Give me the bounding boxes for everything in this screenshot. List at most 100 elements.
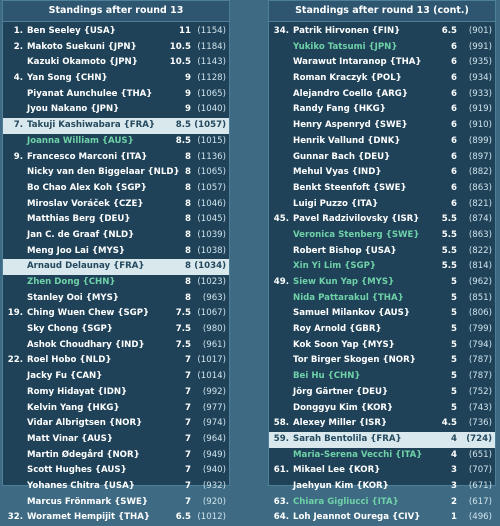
standings-row: Marcus Frönmark {SWE} 7 (920)	[3, 495, 229, 511]
rating-value: (1012)	[197, 512, 226, 523]
score-value: 5	[451, 371, 457, 382]
score-value: 10.5	[169, 41, 191, 52]
score-value: 7.5	[175, 324, 191, 335]
rating-value: (1046)	[197, 198, 226, 209]
rating-value: (1184)	[197, 41, 226, 52]
player-name: Joanna William {AUS}	[27, 135, 134, 146]
player-name: Mikael Lee {KOR}	[293, 465, 381, 476]
score-value: 11	[179, 26, 191, 36]
rank-label: 9.	[13, 151, 23, 162]
standings-row: Ashok Choudhary {IND} 7.5 (961)	[3, 338, 229, 354]
standings-row: Veronica Stenberg {SWE} 5.5 (863)	[269, 228, 495, 244]
rating-value: (1057)	[194, 120, 226, 131]
score-value: 3	[451, 480, 457, 491]
player-name: Jyou Nakano {JPN}	[27, 104, 120, 115]
rating-value: (1039)	[197, 229, 226, 240]
standings-list: 1. Ben Seeley {USA} 11 (1154) 2. Makoto Sueku…	[3, 22, 229, 526]
rating-value: (1136)	[197, 151, 226, 162]
rating-value: (1128)	[197, 73, 226, 84]
rating-value: (617)	[468, 496, 492, 507]
standings-row: Nida Pattarakul {THA} 5 (851)	[269, 291, 495, 307]
rank-label: 2.	[13, 41, 23, 52]
rating-value: (1067)	[197, 308, 226, 319]
standings-row: Henrik Vallund {DNK} 6 (899)	[269, 134, 495, 150]
player-name: Donggyu Kim {KOR}	[293, 402, 394, 413]
standings-row: Miroslav Voráček {CZE} 8 (1046)	[3, 197, 229, 213]
player-name: Nicky van den Biggelaar {NLD}	[27, 167, 180, 178]
standings-row: 4. Yan Song {CHN} 9 (1128)	[3, 71, 229, 87]
rating-value: (787)	[468, 355, 492, 366]
standings-row: Roy Arnold {GBR} 5 (799)	[269, 322, 495, 338]
standings-row: Kok Soon Yap {MYS} 5 (794)	[269, 338, 495, 354]
player-name: Robert Bishop {USA}	[293, 245, 397, 256]
rating-value: (933)	[468, 88, 492, 99]
standings-row: Samuel Milankov {AUS} 5 (806)	[269, 306, 495, 322]
player-name: Randy Fang {HKG}	[293, 104, 386, 115]
score-value: 7.5	[175, 339, 191, 350]
standings-row: Zhen Dong {CHN} 8 (1023)	[3, 275, 229, 291]
rating-value: (910)	[468, 120, 492, 131]
player-name: Jan C. de Graaf {NLD}	[27, 229, 135, 240]
rating-value: (806)	[468, 308, 492, 319]
standings-row: 9. Francesco Marconi {ITA} 8 (1136)	[3, 150, 229, 166]
player-name: Arnaud Delaunay {FRA}	[27, 261, 145, 272]
panel-title: Standings after round 13	[3, 1, 229, 22]
score-value: 6	[451, 135, 457, 146]
player-name: Makoto Suekuni {JPN}	[27, 41, 137, 52]
rank-label: 34.	[273, 26, 289, 36]
standings-row: Arnaud Delaunay {FRA} 8 (1034)	[3, 259, 229, 275]
score-value: 7	[185, 402, 191, 413]
standings-row: 19. Ching Wuen Chew {SGP} 7.5 (1067)	[3, 306, 229, 322]
standings-row: Kazuki Okamoto {JPN} 10.5 (1143)	[3, 55, 229, 71]
standings-row: Roman Kraczyk {POL} 6 (934)	[269, 71, 495, 87]
score-value: 5	[451, 277, 457, 287]
rating-value: (651)	[468, 449, 492, 460]
standings-row: 32. Woramet Hempijit {THA} 6.5 (1012)	[3, 510, 229, 526]
player-name: Pavel Radzivilovsky {ISR}	[293, 214, 420, 225]
player-name: Maria-Serena Vecchi {ITA}	[293, 449, 423, 460]
standings-row: Martin Ødegård {NOR} 7 (949)	[3, 448, 229, 464]
score-value: 2	[451, 496, 457, 507]
player-name: Tor Birger Skogen {NOR}	[293, 355, 416, 366]
score-value: 6	[451, 104, 457, 115]
standings-row: 63. Chiara Gigliucci {ITA} 2 (617)	[269, 495, 495, 511]
player-name: Sky Chong {SGP}	[27, 324, 113, 335]
rating-value: (949)	[202, 449, 226, 460]
player-name: Samuel Milankov {AUS}	[293, 308, 410, 319]
rating-value: (991)	[468, 41, 492, 52]
score-value: 7	[185, 496, 191, 507]
rating-value: (1057)	[197, 182, 226, 193]
rating-value: (1065)	[197, 88, 226, 99]
rating-value: (964)	[202, 433, 226, 444]
rating-value: (752)	[468, 386, 492, 397]
score-value: 7	[185, 418, 191, 429]
rating-value: (799)	[468, 324, 492, 335]
rank-label: 4.	[13, 73, 23, 84]
score-value: 7	[185, 465, 191, 476]
player-name: Siew Kun Yap {MYS}	[293, 277, 395, 287]
score-value: 7	[185, 386, 191, 397]
score-value: 6	[451, 88, 457, 99]
rating-value: (863)	[468, 229, 492, 240]
score-value: 8	[185, 198, 191, 209]
score-value: 5.5	[441, 214, 457, 225]
rating-value: (882)	[468, 167, 492, 178]
rank-label: 63.	[273, 496, 289, 507]
rating-value: (496)	[468, 512, 492, 523]
rating-value: (821)	[468, 198, 492, 209]
standings-row: 58. Alexey Miller {ISR} 4.5 (736)	[269, 416, 495, 432]
player-name: Warawut Intaranop {THA}	[293, 57, 422, 68]
score-value: 5	[451, 308, 457, 319]
standings-row: Maria-Serena Vecchi {ITA} 4 (651)	[269, 448, 495, 464]
standings-row: Piyanat Aunchulee {THA} 9 (1065)	[3, 87, 229, 103]
standings-row: Meng Joo Lai {MYS} 8 (1038)	[3, 244, 229, 260]
player-name: Romy Hidayat {IDN}	[27, 386, 128, 397]
score-value: 6	[451, 198, 457, 209]
score-value: 7	[185, 355, 191, 366]
player-name: Miroslav Voráček {CZE}	[27, 198, 144, 209]
player-name: Nida Pattarakul {THA}	[293, 292, 404, 303]
rating-value: (863)	[468, 182, 492, 193]
standings-row: Randy Fang {HKG} 6 (919)	[269, 102, 495, 118]
rating-value: (736)	[468, 418, 492, 429]
player-name: Francesco Marconi {ITA}	[27, 151, 148, 162]
